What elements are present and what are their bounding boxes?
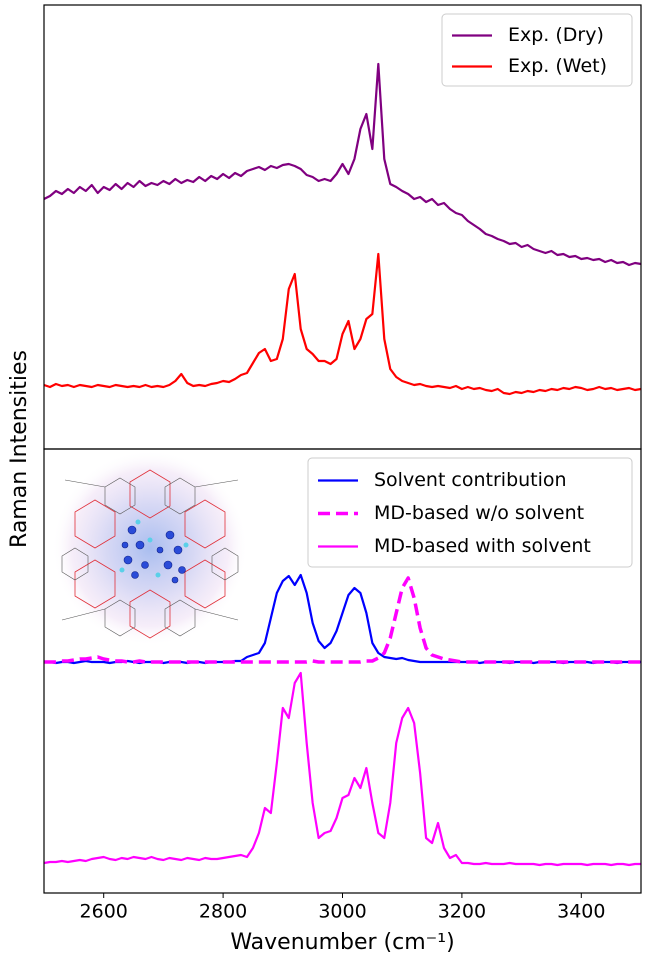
axes-frame bbox=[43, 448, 642, 894]
series-line bbox=[43, 671, 641, 867]
x-tick-label: 2800 bbox=[199, 901, 247, 923]
x-tick-label: 2600 bbox=[80, 901, 128, 923]
series-line bbox=[43, 252, 642, 396]
x-tick-label: 3200 bbox=[438, 901, 486, 923]
legend-label: Solvent contribution bbox=[374, 469, 567, 491]
series-line bbox=[43, 62, 642, 267]
legend-label: MD-based w/o solvent bbox=[374, 502, 584, 524]
x-tick-label: 3400 bbox=[557, 901, 605, 923]
x-tick-label: 3000 bbox=[318, 901, 366, 923]
legend-box bbox=[307, 457, 633, 568]
inset-structure bbox=[52, 450, 248, 646]
legend-label: Exp. (Dry) bbox=[508, 24, 604, 46]
series-line bbox=[44, 576, 641, 664]
legend-label: Exp. (Wet) bbox=[508, 55, 607, 77]
x-axis-label: Wavenumber (cm⁻¹) bbox=[230, 930, 454, 955]
legend-box bbox=[441, 13, 633, 87]
y-axis-label: Raman Intensities bbox=[7, 350, 32, 548]
legend-label: MD-based with solvent bbox=[374, 535, 591, 557]
